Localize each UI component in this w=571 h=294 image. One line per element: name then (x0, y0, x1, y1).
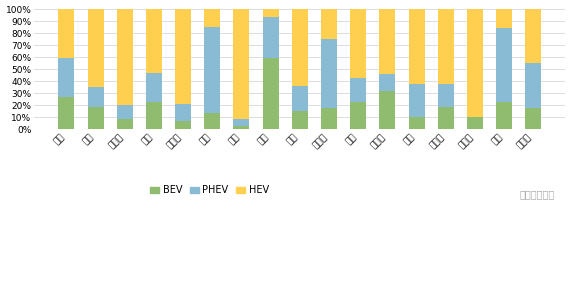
Bar (87, 9, 103, 87)
Bar (438, 106, 454, 129)
Bar (234, 126, 250, 129)
Bar (321, 9, 337, 39)
Text: 汽车电子设计: 汽车电子设计 (520, 189, 555, 199)
Bar (496, 102, 512, 129)
Bar (234, 118, 250, 126)
Bar (350, 78, 366, 102)
Bar (379, 91, 395, 129)
Bar (204, 113, 220, 129)
Bar (234, 9, 250, 118)
Bar (292, 9, 308, 86)
Bar (87, 87, 103, 106)
Bar (379, 9, 395, 74)
Bar (175, 9, 191, 104)
Bar (350, 9, 366, 78)
Bar (321, 108, 337, 129)
Bar (408, 9, 425, 84)
Bar (467, 9, 483, 117)
Bar (146, 9, 162, 73)
Bar (204, 9, 220, 27)
Bar (408, 84, 425, 117)
Bar (263, 17, 279, 59)
Bar (408, 117, 425, 129)
Bar (525, 9, 541, 63)
Bar (116, 118, 133, 129)
Bar (87, 106, 103, 129)
Bar (525, 108, 541, 129)
Bar (263, 9, 279, 17)
Bar (292, 86, 308, 111)
Bar (58, 9, 74, 59)
Bar (496, 9, 512, 28)
Bar (58, 97, 74, 129)
Bar (467, 117, 483, 129)
Bar (496, 28, 512, 102)
Bar (175, 121, 191, 129)
Bar (146, 102, 162, 129)
Bar (58, 59, 74, 97)
Bar (175, 104, 191, 121)
Legend: BEV, PHEV, HEV: BEV, PHEV, HEV (146, 181, 273, 199)
Bar (146, 73, 162, 102)
Bar (263, 59, 279, 129)
Bar (321, 39, 337, 108)
Bar (379, 74, 395, 91)
Bar (438, 9, 454, 84)
Bar (116, 105, 133, 118)
Bar (350, 102, 366, 129)
Bar (292, 111, 308, 129)
Bar (438, 84, 454, 106)
Bar (525, 63, 541, 108)
Bar (204, 27, 220, 113)
Bar (116, 9, 133, 105)
